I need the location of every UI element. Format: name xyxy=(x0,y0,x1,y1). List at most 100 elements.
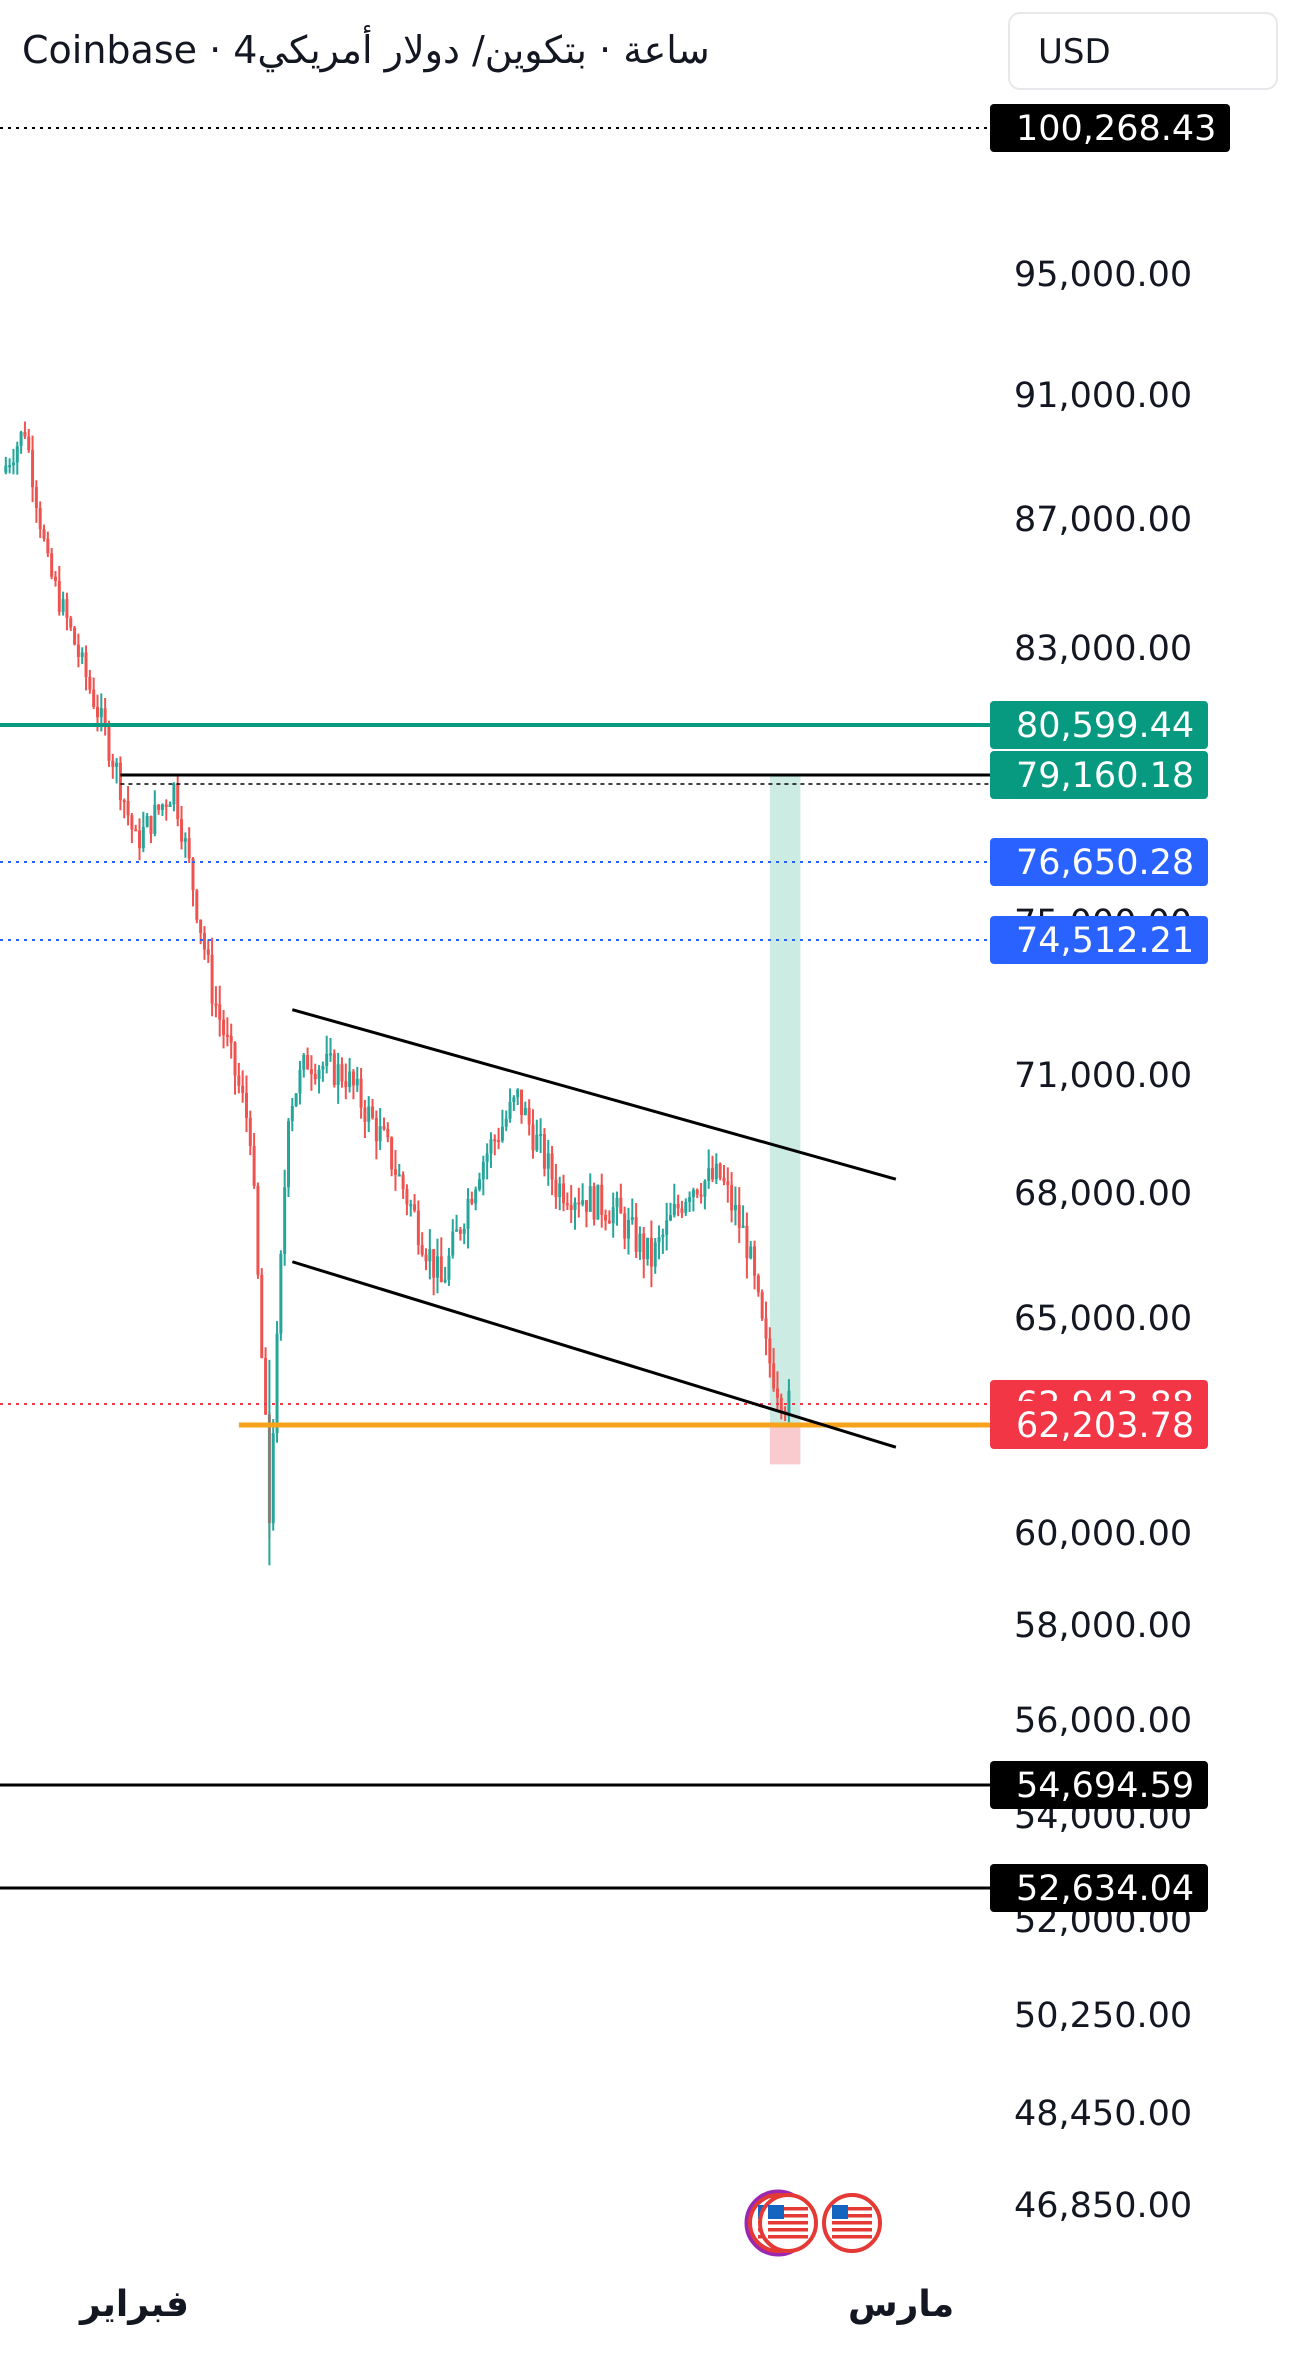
candle-body xyxy=(355,1078,359,1086)
candle-body xyxy=(623,1213,627,1239)
candle-body xyxy=(130,815,134,830)
candle-body xyxy=(481,1161,485,1180)
candle-body xyxy=(619,1197,623,1214)
candle-body xyxy=(382,1126,386,1129)
candle-body xyxy=(772,1363,776,1389)
candle-body xyxy=(420,1245,424,1255)
y-tick-label: 83,000.00 xyxy=(1014,629,1192,669)
candle-body xyxy=(695,1189,699,1195)
candle-body xyxy=(19,431,23,447)
zones-layer xyxy=(769,775,801,1465)
candle-body xyxy=(15,446,19,463)
candle-body xyxy=(325,1053,329,1067)
candle-body xyxy=(542,1134,546,1169)
candle-body xyxy=(672,1203,676,1216)
candle-body xyxy=(233,1042,237,1076)
price-badge-label: 80,599.44 xyxy=(1016,706,1194,746)
candle-body xyxy=(145,815,149,827)
candle-body xyxy=(462,1228,466,1234)
candle-body xyxy=(107,725,111,761)
candle-body xyxy=(218,1004,222,1020)
candle-body xyxy=(451,1231,455,1256)
candle-body xyxy=(160,804,164,810)
candle-body xyxy=(562,1183,566,1204)
candle-body xyxy=(248,1117,252,1146)
candle-body xyxy=(458,1229,462,1234)
candle-body xyxy=(607,1220,611,1224)
flag-stripe xyxy=(768,2235,808,2239)
y-axis[interactable]: 95,000.0091,000.0087,000.0083,000.0075,0… xyxy=(1014,255,1192,2226)
candle-body xyxy=(428,1249,432,1262)
candle-body xyxy=(164,804,168,807)
price-badge-label: 79,160.18 xyxy=(1016,756,1194,796)
y-tick-label: 65,000.00 xyxy=(1014,1299,1192,1339)
candle-body xyxy=(92,689,96,707)
flag-canton xyxy=(768,2205,784,2219)
candle-body xyxy=(50,553,54,577)
candle-body xyxy=(416,1210,420,1246)
candle-body xyxy=(657,1237,661,1243)
candle-body xyxy=(764,1318,768,1339)
candle-body xyxy=(202,933,206,950)
candle-body xyxy=(447,1255,451,1280)
candle-body xyxy=(309,1069,313,1075)
flag-stripe xyxy=(832,2207,872,2211)
candle-body xyxy=(638,1233,642,1252)
y-tick-label: 60,000.00 xyxy=(1014,1514,1192,1554)
y-tick-label: 95,000.00 xyxy=(1014,255,1192,295)
candle-body xyxy=(718,1163,722,1178)
candle-body xyxy=(336,1064,340,1085)
candle-body xyxy=(149,815,153,834)
flag-stripe xyxy=(768,2228,808,2232)
candle-body xyxy=(111,760,115,767)
candle-body xyxy=(565,1203,569,1206)
y-tick-label: 87,000.00 xyxy=(1014,500,1192,540)
candle-body xyxy=(500,1126,504,1141)
candle-body xyxy=(520,1089,524,1115)
candle-body xyxy=(199,919,203,934)
candle-body xyxy=(749,1246,753,1259)
candle-body xyxy=(237,1075,241,1086)
us-flag-icon[interactable] xyxy=(822,2193,882,2253)
candle-body xyxy=(703,1180,707,1197)
candle-body xyxy=(168,804,172,807)
price-badge xyxy=(990,1401,1208,1449)
candle-body xyxy=(401,1174,405,1190)
candle-body xyxy=(554,1179,558,1198)
candle-body xyxy=(504,1118,508,1127)
candle-body xyxy=(287,1121,290,1188)
channel-layer xyxy=(291,1008,897,1449)
price-badges-layer: 100,268.43 80,599.44 79,160.18 76,650.28 74,… xyxy=(990,104,1230,1912)
candle-body xyxy=(206,949,210,955)
candle-body xyxy=(393,1169,397,1175)
candle-body xyxy=(615,1197,619,1208)
candle-body xyxy=(138,830,142,849)
candle-body xyxy=(340,1064,344,1082)
candle-body xyxy=(726,1181,730,1186)
candle-body xyxy=(626,1219,630,1239)
candle-body xyxy=(88,676,92,690)
candle-body xyxy=(527,1107,531,1125)
candle-body xyxy=(283,1187,287,1254)
candle-body xyxy=(730,1185,734,1211)
x-axis: فبراير مارس xyxy=(78,2284,954,2325)
y-tick-label: 50,250.00 xyxy=(1014,1996,1192,2036)
candle-body xyxy=(34,487,38,508)
candle-body xyxy=(363,1107,367,1122)
candle-body xyxy=(611,1207,615,1224)
candle-body xyxy=(424,1254,428,1262)
price-badge xyxy=(990,104,1230,152)
candle-body xyxy=(214,1003,218,1006)
candle-body xyxy=(741,1225,745,1228)
currency-button[interactable]: USD xyxy=(1008,12,1278,90)
candle-body xyxy=(489,1139,493,1154)
candle-body xyxy=(546,1153,550,1169)
candle-body xyxy=(183,838,187,842)
event-flags[interactable] xyxy=(744,2189,882,2257)
us-flag-icon[interactable] xyxy=(758,2193,818,2253)
y-tick-label: 71,000.00 xyxy=(1014,1056,1192,1096)
flag-stripe xyxy=(768,2214,808,2218)
price-badge-label: 76,650.28 xyxy=(1016,843,1194,883)
y-tick-label: 58,000.00 xyxy=(1014,1606,1192,1646)
